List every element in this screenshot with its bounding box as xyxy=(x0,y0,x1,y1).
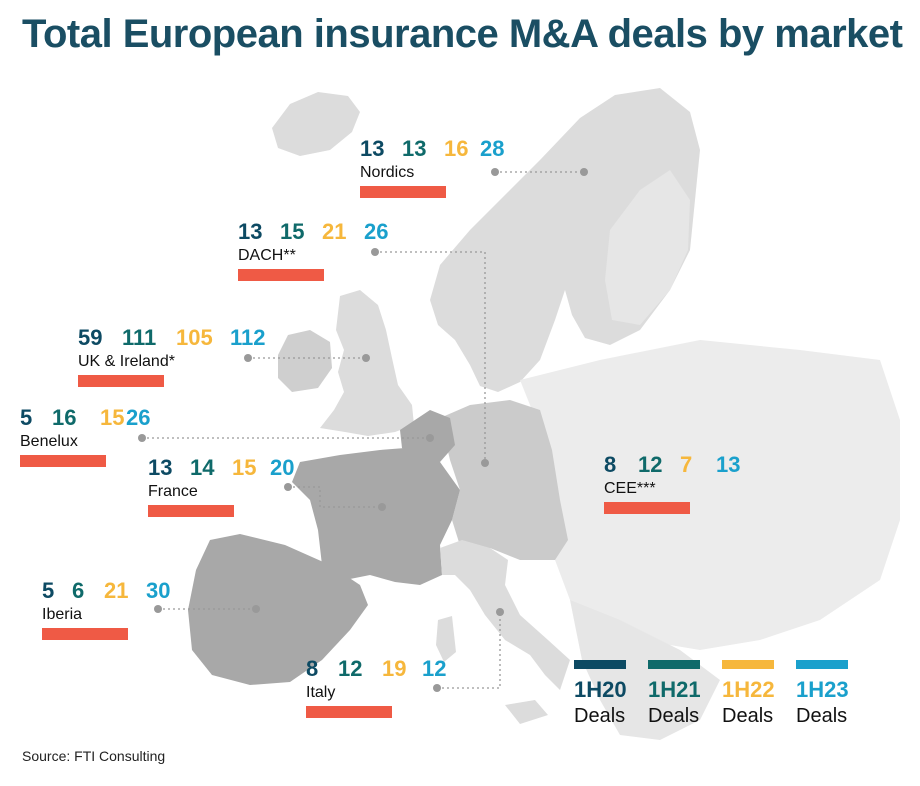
iceland-shape xyxy=(272,92,360,156)
chart-title: Total European insurance M&A deals by ma… xyxy=(22,12,903,56)
legend-period-1h20: 1H20 xyxy=(574,677,627,702)
legend-swatch-1h21 xyxy=(648,660,700,669)
dot-dach-map xyxy=(481,459,489,467)
uk-1h22-value: 105 xyxy=(176,325,213,350)
legend-deals-1h23: Deals xyxy=(796,705,848,727)
dach-1h21-value: 15 xyxy=(280,219,305,244)
connector-dots xyxy=(138,168,588,692)
dot-dach-label xyxy=(371,248,379,256)
ireland-shape xyxy=(278,330,332,392)
nordics-label: Nordics xyxy=(360,164,415,181)
cee-1h21-value: 12 xyxy=(638,452,663,477)
nordics-1h21-value: 13 xyxy=(402,136,427,161)
benelux-1h21-value: 16 xyxy=(52,405,77,430)
france-shape xyxy=(292,448,460,585)
france-1h21-value: 14 xyxy=(190,455,215,480)
iberia-shape xyxy=(188,534,368,685)
legend-item-1h20: 1H20 Deals xyxy=(574,660,634,728)
dot-italy-label xyxy=(433,684,441,692)
italy-shape xyxy=(440,540,570,690)
cee-1h22-value: 7 xyxy=(680,452,693,477)
dach-1h20-value: 13 xyxy=(238,219,263,244)
iberia-1h21-value: 6 xyxy=(72,578,85,603)
iberia-1h20-value: 5 xyxy=(42,578,55,603)
legend-item-1h23: 1H23 Deals xyxy=(796,660,856,728)
legend-item-1h22: 1H22 Deals xyxy=(722,660,782,728)
legend-deals-1h22: Deals xyxy=(722,705,774,727)
dot-uk-label xyxy=(244,354,252,362)
france-1h23-value: 20 xyxy=(270,455,295,480)
uk-1h23-value: 112 xyxy=(230,325,266,350)
nordics-1h22-value: 16 xyxy=(444,136,469,161)
sardinia-shape xyxy=(436,616,456,662)
central-europe-shape xyxy=(440,400,568,560)
iberia-1h23-value: 30 xyxy=(146,578,171,603)
legend-swatch-1h20 xyxy=(574,660,626,669)
dach-bar xyxy=(238,269,324,281)
france-1h22-value: 15 xyxy=(232,455,257,480)
iberia-label: Iberia xyxy=(42,606,83,623)
connector-dach xyxy=(375,251,486,463)
nordics-1h20-value: 13 xyxy=(360,136,385,161)
italy-1h21-value: 12 xyxy=(338,656,363,681)
connector-italy xyxy=(437,612,501,689)
finland-shape xyxy=(605,170,690,325)
benelux-1h23-value: 26 xyxy=(126,405,151,430)
legend-deals-1h20: Deals xyxy=(574,705,626,727)
balkans-shape xyxy=(570,600,720,740)
nordics-1h23-value: 28 xyxy=(480,136,505,161)
dot-benelux-label xyxy=(138,434,146,442)
italy-1h23-value: 12 xyxy=(422,656,447,681)
dot-italy-map xyxy=(496,608,504,616)
cee-1h23-value: 13 xyxy=(716,452,741,477)
italy-1h22-value: 19 xyxy=(382,656,407,681)
cee-1h20-value: 8 xyxy=(604,452,617,477)
benelux-1h20-value: 5 xyxy=(20,405,33,430)
italy-1h20-value: 8 xyxy=(306,656,319,681)
dach-1h23-value: 26 xyxy=(364,219,389,244)
benelux-label: Benelux xyxy=(20,433,78,450)
dot-benelux-map xyxy=(426,434,434,442)
cee-label: CEE*** xyxy=(604,480,656,497)
italy-bar xyxy=(306,706,392,718)
uk-bar xyxy=(78,375,164,387)
source-note: Source: FTI Consulting xyxy=(22,748,166,764)
iberia-bar xyxy=(42,628,128,640)
dot-uk-map xyxy=(362,354,370,362)
uk-1h20-value: 59 xyxy=(78,325,103,350)
legend-swatch-1h23 xyxy=(796,660,848,669)
dot-nordics-label xyxy=(491,168,499,176)
uk-1h21-value: 111 xyxy=(122,325,157,350)
italy-label: Italy xyxy=(306,684,336,701)
dot-iberia-label xyxy=(154,605,162,613)
legend-item-1h21: 1H21 Deals xyxy=(648,660,708,728)
cee-bar xyxy=(604,502,690,514)
legend-period-1h23: 1H23 xyxy=(796,677,849,702)
france-label: France xyxy=(148,483,198,500)
dot-france-label xyxy=(284,483,292,491)
connector-france xyxy=(288,486,382,508)
benelux-bar xyxy=(20,455,106,467)
great-britain-shape xyxy=(320,290,414,436)
france-1h20-value: 13 xyxy=(148,455,173,480)
uk-label: UK & Ireland* xyxy=(78,353,175,370)
legend-deals-1h21: Deals xyxy=(648,705,700,727)
dot-iberia-map xyxy=(252,605,260,613)
dach-1h22-value: 21 xyxy=(322,219,347,244)
sicily-shape xyxy=(505,700,548,724)
dot-nordics-map xyxy=(580,168,588,176)
france-bar xyxy=(148,505,234,517)
cee-shape xyxy=(520,340,900,650)
dach-label: DACH** xyxy=(238,247,296,264)
legend-period-1h21: 1H21 xyxy=(648,677,701,702)
legend-swatch-1h22 xyxy=(722,660,774,669)
nordics-bar xyxy=(360,186,446,198)
connector-lines xyxy=(142,171,584,689)
benelux-1h22-value: 15 xyxy=(100,405,125,430)
legend-period-1h22: 1H22 xyxy=(722,677,775,702)
iberia-1h22-value: 21 xyxy=(104,578,129,603)
dot-france-map xyxy=(378,503,386,511)
